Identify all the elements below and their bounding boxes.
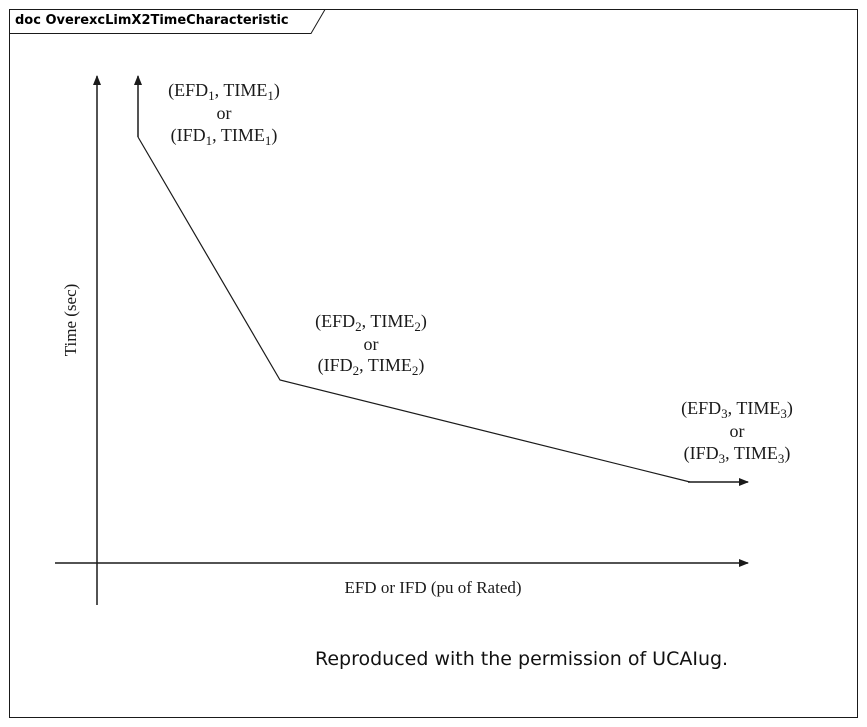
permission-caption: Reproduced with the permission of UCAIug… — [315, 648, 729, 670]
point2-efd-text: (EFD2, TIME2) — [315, 311, 427, 334]
point2-ifd-text: (IFD2, TIME2) — [318, 355, 425, 378]
point3-efd-text: (EFD3, TIME3) — [681, 398, 793, 421]
point3-label: (EFD3, TIME3) or (IFD3, TIME3) — [681, 398, 793, 466]
point3-or-text: or — [730, 421, 745, 441]
point1-or-text: or — [217, 103, 232, 123]
y-axis-label: Time (sec) — [61, 284, 80, 357]
point1-efd-text: (EFD1, TIME1) — [168, 80, 280, 103]
point2-or-text: or — [364, 334, 379, 354]
x-axis-label: EFD or IFD (pu of Rated) — [344, 578, 521, 597]
point1-label: (EFD1, TIME1) or (IFD1, TIME1) — [168, 80, 280, 148]
point2-label: (EFD2, TIME2) or (IFD2, TIME2) — [315, 311, 427, 378]
diagram-frame — [9, 9, 858, 718]
frame-title-tab — [9, 9, 326, 34]
point1-ifd-text: (IFD1, TIME1) — [171, 125, 278, 148]
time-characteristic-curve — [137, 136, 691, 483]
point3-ifd-text: (IFD3, TIME3) — [684, 443, 791, 466]
frame-title: doc OverexcLimX2TimeCharacteristic — [15, 13, 289, 28]
